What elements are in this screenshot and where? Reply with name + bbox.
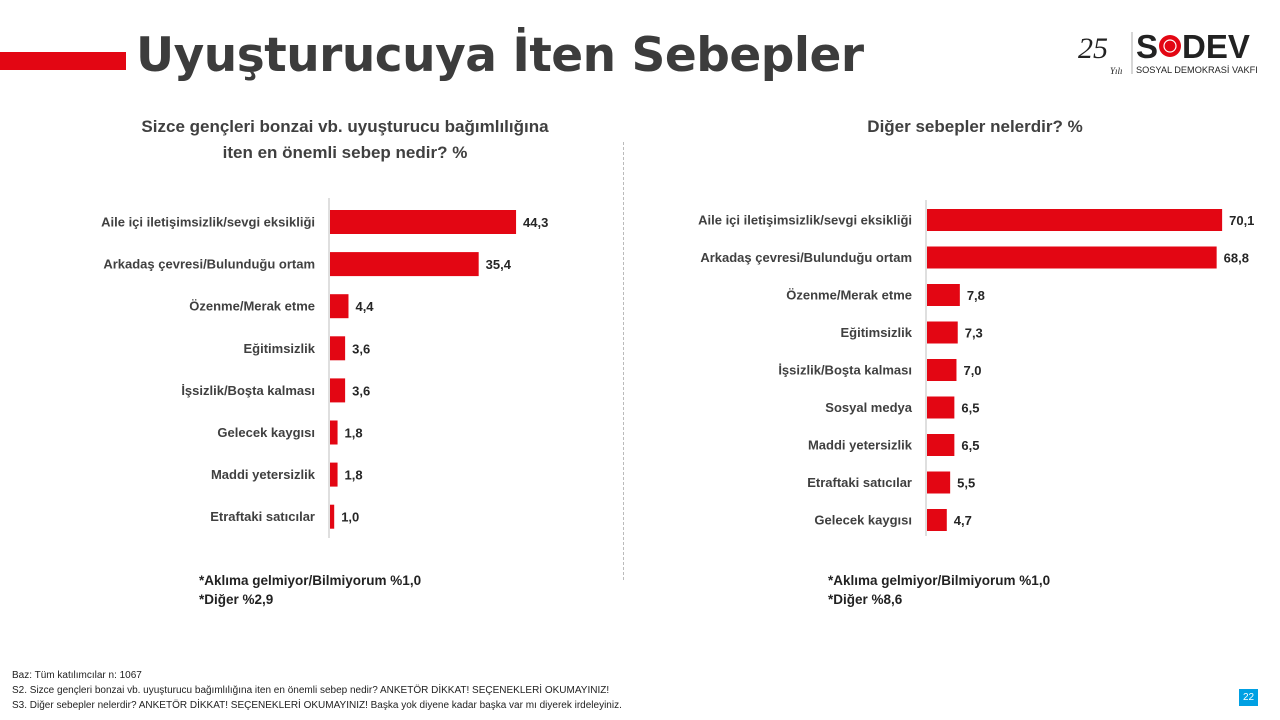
category-label: İşsizlik/Boşta kalması [181, 383, 315, 398]
data-label: 4,7 [954, 513, 972, 528]
data-label: 44,3 [523, 215, 548, 230]
sodev-logo: 25 Yılı S DEV SOSYAL DEMOKRASİ VAKFI [1078, 28, 1258, 76]
data-label: 3,6 [352, 383, 370, 398]
bar [330, 504, 335, 529]
svg-text:S: S [1136, 28, 1158, 65]
category-label: Özenme/Merak etme [189, 299, 315, 314]
data-label: 5,5 [957, 476, 975, 491]
svg-text:25: 25 [1078, 32, 1108, 65]
bar [330, 420, 338, 445]
left-chart-title-line1: Sizce gençleri bonzai vb. uyuşturucu bağ… [141, 117, 549, 136]
bar [330, 210, 517, 234]
footer-base: Baz: Tüm katılımcılar n: 1067 [12, 670, 142, 681]
bar [927, 509, 947, 531]
bar [927, 284, 960, 306]
bar [927, 321, 958, 344]
right-notes: *Aklıma gelmiyor/Bilmiyorum %1,0 *Diğer … [828, 571, 1050, 609]
bar [927, 359, 957, 381]
category-label: Arkadaş çevresi/Bulunduğu ortam [700, 250, 912, 265]
right-note-2: *Diğer %8,6 [828, 592, 903, 607]
category-label: Arkadaş çevresi/Bulunduğu ortam [103, 257, 315, 272]
right-chart-title: Diğer sebepler nelerdir? % [867, 117, 1083, 136]
category-label: Eğitimsizlik [840, 325, 912, 340]
chart-divider [623, 142, 624, 580]
rose-icon [1159, 35, 1181, 57]
footer-s2: S2. Sizce gençleri bonzai vb. uyuşturucu… [12, 685, 610, 696]
data-label: 6,5 [961, 438, 979, 453]
category-label: Etraftaki satıcılar [807, 475, 912, 490]
category-label: Aile içi iletişimsizlik/sevgi eksikliği [698, 213, 912, 228]
right-note-1: *Aklıma gelmiyor/Bilmiyorum %1,0 [828, 573, 1051, 588]
category-label: İşsizlik/Boşta kalması [778, 363, 912, 378]
category-label: Gelecek kaygısı [814, 513, 912, 528]
footer-notes: Baz: Tüm katılımcılar n: 1067 S2. Sizce … [12, 668, 622, 713]
data-label: 4,4 [355, 299, 374, 314]
data-label: 1,8 [345, 468, 363, 483]
data-label: 3,6 [352, 341, 370, 356]
bar [927, 209, 1223, 231]
category-label: Maddi yetersizlik [808, 438, 913, 453]
category-label: Özenme/Merak etme [786, 288, 912, 303]
svg-text:SOSYAL DEMOKRASİ VAKFI: SOSYAL DEMOKRASİ VAKFI [1136, 65, 1258, 75]
svg-text:Yılı: Yılı [1110, 66, 1123, 76]
bar [330, 462, 338, 487]
data-label: 7,0 [963, 363, 981, 378]
bar [330, 336, 346, 361]
svg-text:DEV: DEV [1182, 28, 1250, 65]
category-label: Aile içi iletişimsizlik/sevgi eksikliği [101, 215, 315, 230]
category-label: Maddi yetersizlik [211, 467, 316, 482]
left-notes: *Aklıma gelmiyor/Bilmiyorum %1,0 *Diğer … [199, 571, 421, 609]
bar [927, 396, 955, 419]
page-number: 22 [1239, 689, 1258, 706]
left-note-2: *Diğer %2,9 [199, 592, 274, 607]
left-note-1: *Aklıma gelmiyor/Bilmiyorum %1,0 [199, 573, 422, 588]
bar [330, 378, 346, 403]
footer-s3: S3. Diğer sebepler nelerdir? ANKETÖR DİK… [12, 700, 622, 711]
data-label: 6,5 [961, 401, 979, 416]
category-label: Gelecek kaygısı [217, 425, 315, 440]
left-chart-title-line2: iten en önemli sebep nedir? % [222, 143, 468, 162]
category-label: Eğitimsizlik [243, 341, 315, 356]
page-title: Uyuşturucuya İten Sebepler [136, 28, 864, 83]
data-label: 68,8 [1224, 251, 1249, 266]
bar [330, 294, 349, 319]
title-accent-bar [0, 52, 126, 70]
category-label: Sosyal medya [825, 400, 912, 415]
data-label: 7,8 [967, 288, 985, 303]
data-label: 70,1 [1229, 213, 1254, 228]
bar [927, 246, 1217, 269]
bar [927, 471, 951, 494]
category-label: Etraftaki satıcılar [210, 509, 315, 524]
data-label: 35,4 [486, 257, 512, 272]
data-label: 7,3 [965, 326, 983, 341]
left-chart-title: Sizce gençleri bonzai vb. uyuşturucu bağ… [100, 114, 590, 166]
bar [927, 434, 955, 456]
data-label: 1,8 [345, 426, 363, 441]
data-label: 1,0 [341, 510, 359, 525]
bar [330, 252, 479, 277]
